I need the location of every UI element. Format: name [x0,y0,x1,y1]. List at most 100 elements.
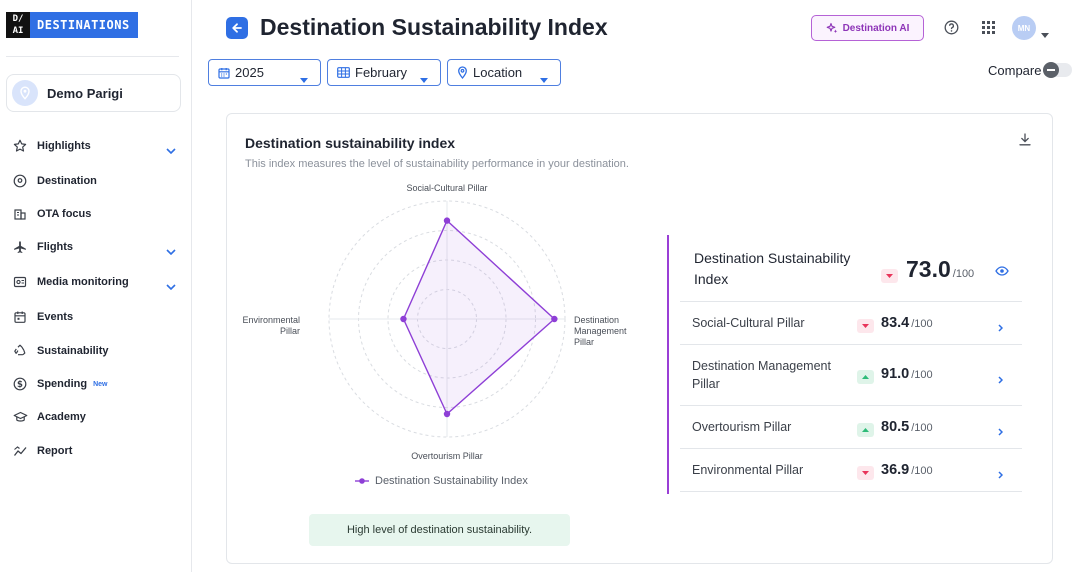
destination-ai-button[interactable]: Destination AI [811,15,924,41]
legend-marker [355,478,369,484]
radar-data-point [443,217,451,224]
logo-mark: D/ AI [6,12,30,38]
sidebar-item-report[interactable]: Report [12,438,180,464]
sidebar-item-events[interactable]: Events [12,304,180,330]
sidebar-item-highlights[interactable]: Highlights [12,133,180,159]
pillar-label: Destination Management Pillar [692,359,831,391]
chevron-right-icon [998,319,1004,337]
caret-down-icon[interactable] [1041,25,1049,43]
help-icon[interactable] [944,20,959,40]
radar-data-point [443,410,451,418]
caret-down-icon [420,70,428,88]
sidebar-item-label: Events [37,311,74,323]
destination-ai-label: Destination AI [842,22,910,34]
account-selector[interactable]: Demo Parigi [6,74,181,112]
radar-axis-label-line: Pillar [574,337,594,347]
sidebar-item-ota-focus[interactable]: OTA focus [12,201,180,227]
sidebar-item-spending[interactable]: $ Spending New [12,371,180,397]
chevron-down-icon[interactable] [166,242,176,260]
sidebar-item-academy[interactable]: Academy [12,404,180,430]
pillar-value: 83.4 [881,315,910,331]
pillar-row-overtourism[interactable]: Overtourism Pillar 80.5 /100 [680,406,1022,449]
sidebar-item-label: Sustainability [37,345,109,357]
apps-grid-icon[interactable] [982,21,995,39]
sidebar-item-flights[interactable]: Flights [12,234,180,260]
sidebar-item-label: Destination [37,175,97,187]
year-value: 2025 [235,65,264,80]
sustainability-card: Destination sustainability index This in… [226,113,1053,564]
pillar-row-destination-management[interactable]: Destination Management Pillar 91.0 /100 [680,345,1022,406]
star-icon [12,138,28,154]
card-subtitle: This index measures the level of sustain… [245,158,629,170]
trend-up-icon [857,370,874,384]
sidebar-item-label: Report [37,445,73,457]
chevron-down-icon[interactable] [166,277,176,295]
radar-axis-label-line: Pillar [280,326,300,336]
user-avatar[interactable]: MN [1012,16,1036,40]
download-icon[interactable] [1019,133,1031,151]
account-name: Demo Parigi [47,85,123,101]
radar-axis-label-line: Management [574,326,627,336]
eye-icon[interactable] [995,263,1009,281]
month-select[interactable]: February [327,59,441,86]
radar-series-area [402,219,556,415]
back-button[interactable] [226,17,248,39]
pillar-score: 83.4 /100 [857,315,933,333]
pillar-label: Environmental Pillar [692,463,804,477]
calendar-icon [12,309,28,325]
radar-axis-label: Overtourism Pillar [411,451,483,461]
year-select[interactable]: 2025 [208,59,321,86]
location-pin-icon [458,66,467,79]
sidebar-item-destination[interactable]: Destination [12,168,180,194]
graduation-cap-icon [12,409,28,425]
sparkles-icon [826,22,837,34]
building-icon [12,206,28,222]
logo-mark-bottom: AI [12,26,24,36]
pillar-value: 80.5 [881,419,910,435]
recycle-icon [12,343,28,359]
month-value: February [355,65,408,80]
radar-axis-label-line: Social-Cultural Pillar [406,183,487,193]
selected-accent-bar [667,235,669,494]
chevron-right-icon [998,371,1004,389]
radar-axis-label: Social-Cultural Pillar [406,183,487,193]
sidebar: D/ AI DESTINATIONS Demo Parigi Highlight… [0,0,192,572]
index-value: 73.0 [906,256,951,282]
report-chart-icon [12,443,28,459]
compare-toggle[interactable] [1043,62,1072,78]
radar-chart: Social-Cultural Pillar Destination Managem… [242,183,627,461]
location-value: Location [473,65,523,80]
sidebar-item-sustainability[interactable]: Sustainability [12,338,180,364]
pillar-row-environmental[interactable]: Environmental Pillar 36.9 /100 [680,449,1022,492]
arrow-left-icon [232,23,242,33]
pillar-label: Social-Cultural Pillar [692,316,805,330]
legend-label: Destination Sustainability Index [375,475,528,487]
index-score: 73.0 /100 [881,256,974,283]
sidebar-item-media-monitoring[interactable]: Media monitoring [12,269,180,295]
pillar-row-social-cultural[interactable]: Social-Cultural Pillar 83.4 /100 [680,302,1022,345]
chart-legend[interactable]: Destination Sustainability Index [355,475,528,487]
location-select[interactable]: Location [447,59,561,86]
toggle-knob [1043,62,1059,78]
pillar-out-of: /100 [911,422,933,434]
radar-axis-label: Environmental Pillar [242,315,300,336]
sidebar-item-label: Flights [37,241,74,253]
sidebar-item-label: Media monitoring [37,276,129,288]
pillar-score: 36.9 /100 [857,462,933,480]
sidebar-item-label: OTA focus [37,208,92,220]
sidebar-item-label: Academy [37,411,86,423]
radar-axis-label-line: Environmental [242,315,300,325]
media-icon [12,274,28,290]
pillar-out-of: /100 [911,465,933,477]
pillar-value: 36.9 [881,462,910,478]
chevron-right-icon [998,423,1004,441]
chevron-right-icon [998,466,1004,484]
card-title: Destination sustainability index [245,135,456,151]
logo-text: DESTINATIONS [30,12,138,38]
sustainability-level-message: High level of destination sustainability… [309,514,570,546]
caret-down-icon [540,70,548,88]
new-badge: New [93,380,108,388]
chevron-down-icon[interactable] [166,141,176,159]
sidebar-item-label: Spending [37,378,88,390]
brand-logo[interactable]: D/ AI DESTINATIONS [6,12,138,38]
